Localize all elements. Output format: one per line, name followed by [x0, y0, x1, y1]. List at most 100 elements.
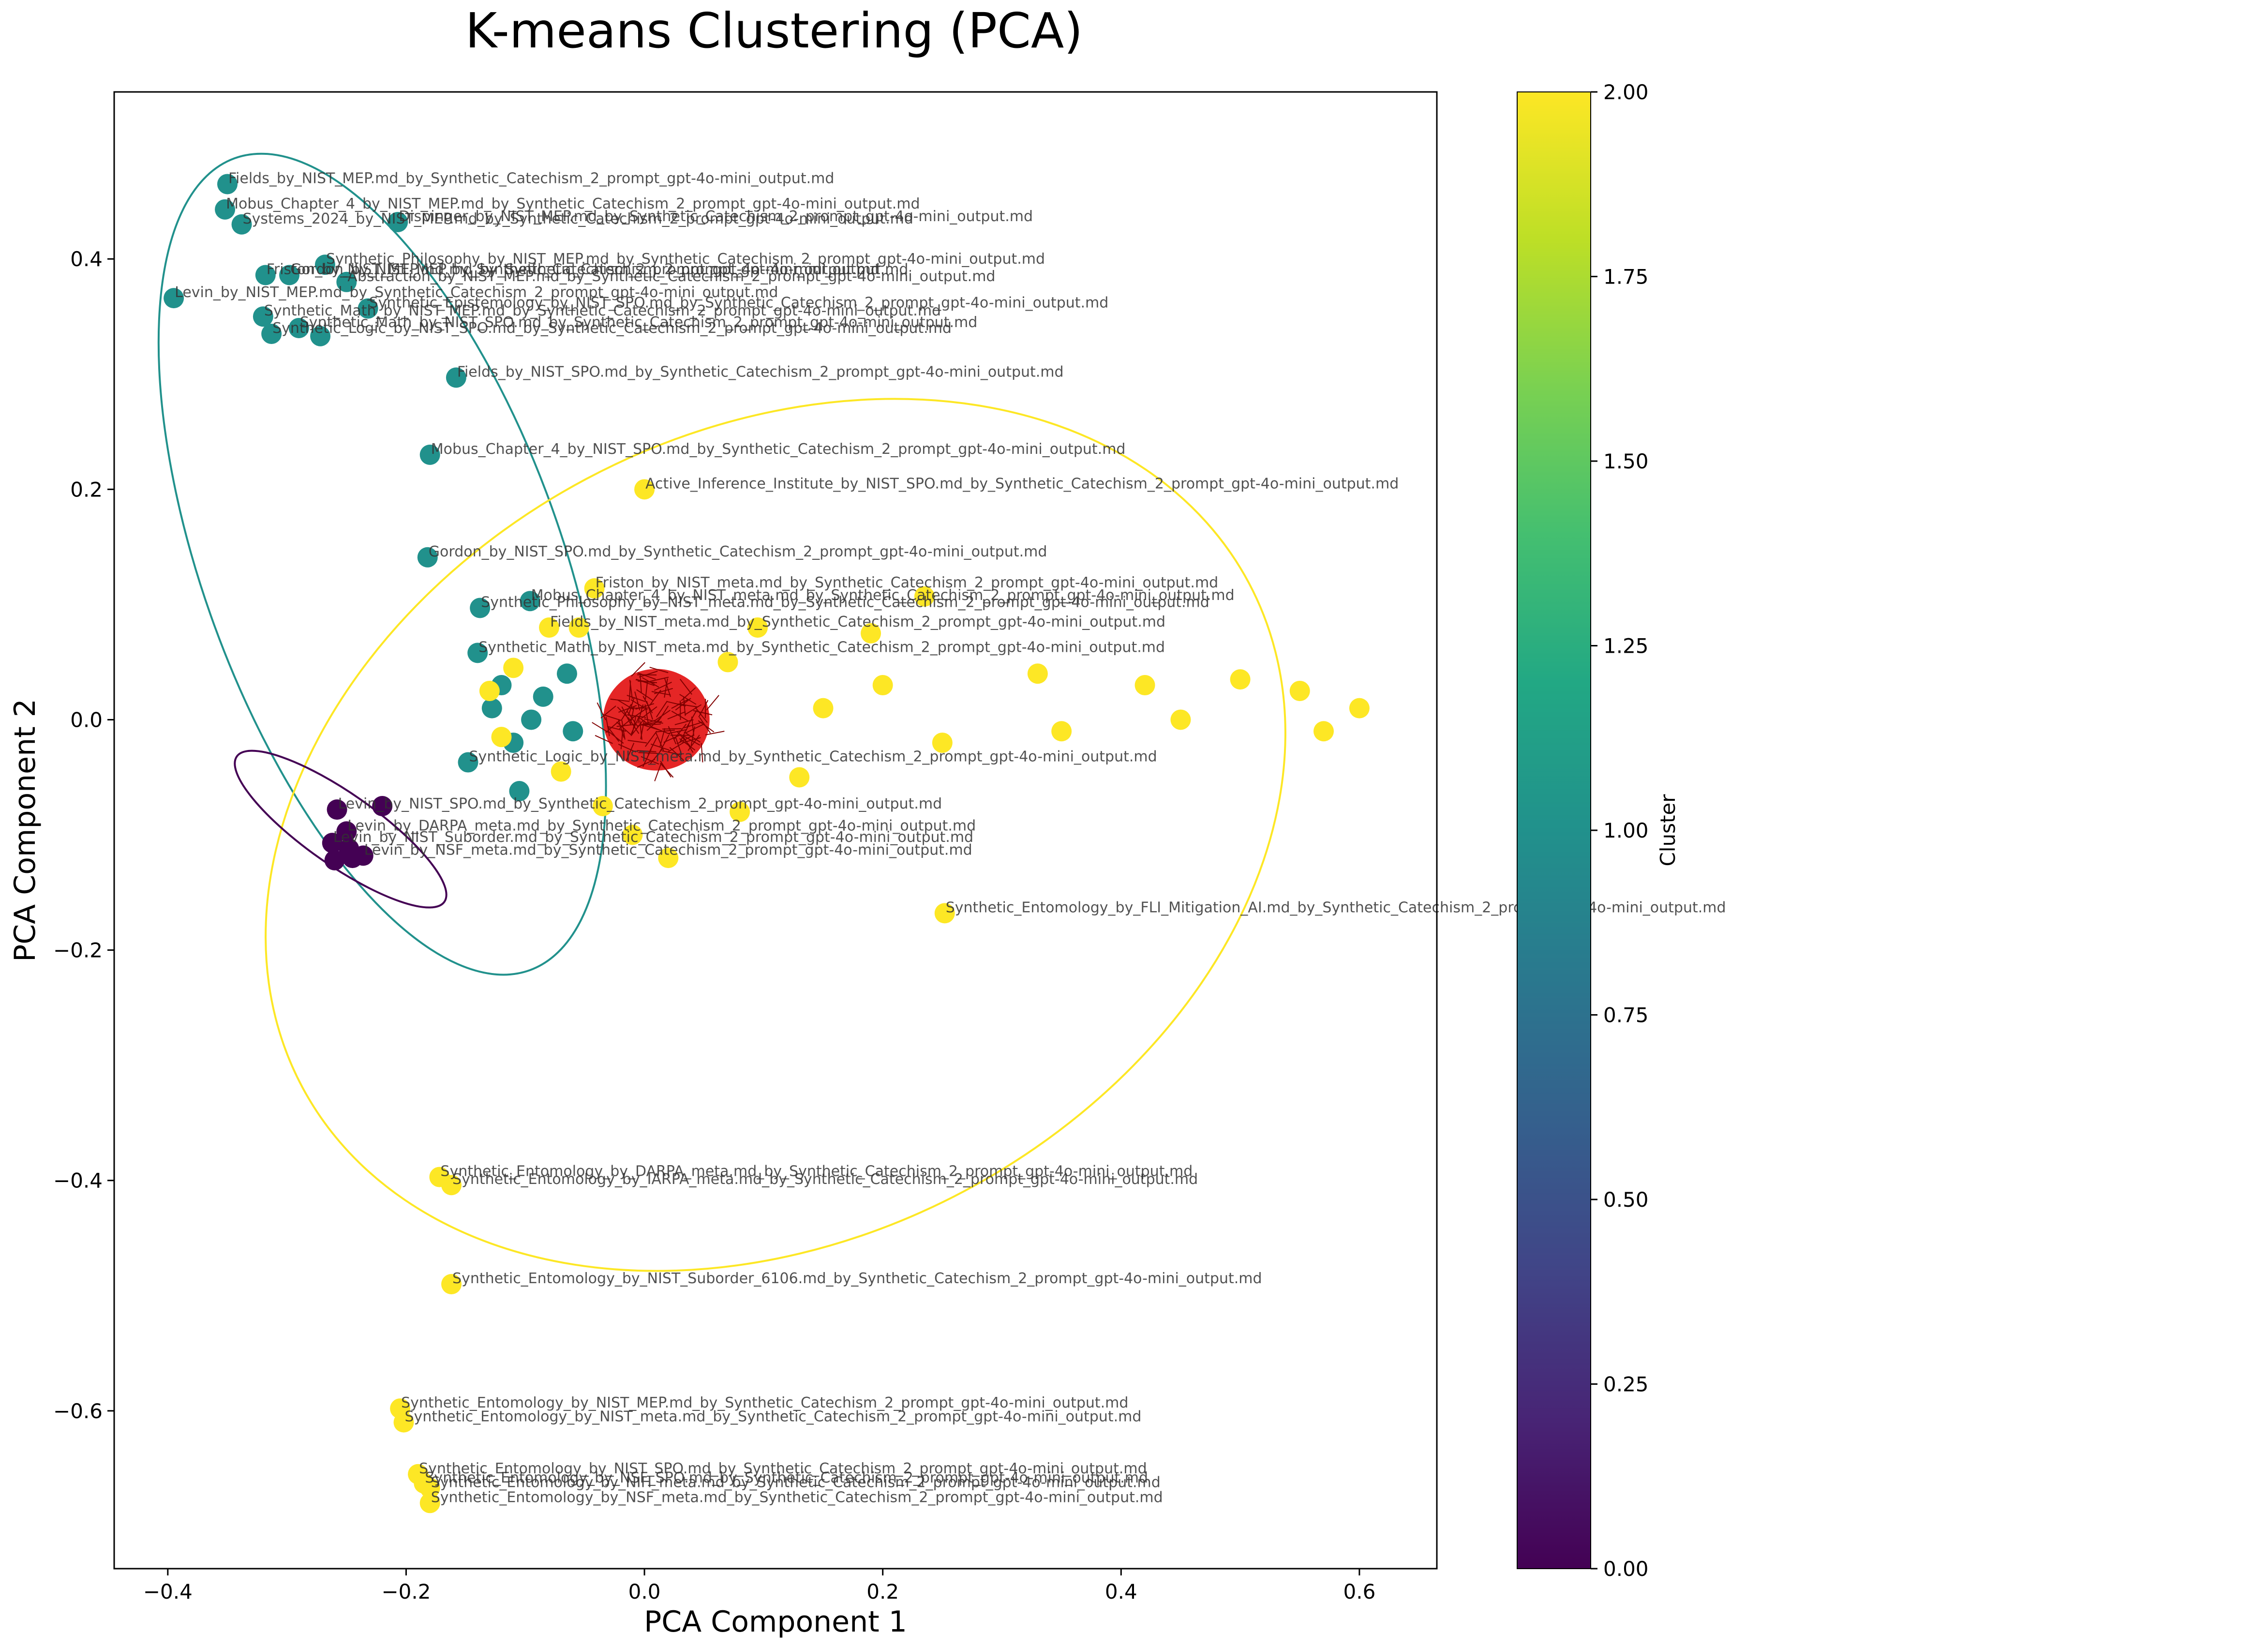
data-point [261, 323, 282, 344]
colorbar-tick-label: 1.75 [1603, 265, 1649, 289]
data-point [533, 686, 553, 707]
data-point [521, 709, 542, 730]
centroid-stroke [642, 721, 662, 725]
data-point [419, 1478, 440, 1498]
chart-title: K-means Clustering (PCA) [465, 2, 1083, 59]
centroid-stroke [641, 706, 657, 719]
point-label: Synthetic_Entomology_by_NIST_Suborder_61… [452, 1270, 1262, 1287]
data-point [342, 848, 363, 869]
centroid-stroke [659, 734, 670, 752]
data-point [324, 850, 345, 870]
data-point [914, 586, 935, 607]
point-label: Synthetic_Entomology_by_NIST_MEP.md_by_S… [401, 1394, 1128, 1411]
data-point [520, 591, 540, 612]
centroid-stroke [668, 741, 686, 752]
centroid-stroke [681, 687, 696, 701]
centroid-stroke [652, 726, 671, 735]
data-point [217, 174, 238, 195]
centroid-stroke [637, 716, 654, 729]
colorbar-tick-label: 1.50 [1603, 449, 1649, 473]
centroid-stroke [638, 752, 658, 754]
centroid-stroke [664, 678, 668, 698]
data-point [1289, 680, 1310, 701]
point-label: Synthetic_Math_by_NIST_SPO.md_by_Synthet… [300, 314, 978, 331]
point-label: Synthetic_Entomology_by_NSF_SPO.md_by_Sy… [425, 1469, 1148, 1486]
data-point [441, 1273, 462, 1294]
centroid-stroke [595, 735, 613, 744]
data-point [446, 367, 466, 388]
point-label: Mobus_Chapter_4_by_NIST_meta.md_by_Synth… [531, 587, 1235, 604]
point-label: Synthetic_Epistemology_by_NIST_SPO.md_by… [369, 295, 1109, 312]
data-point [253, 306, 273, 327]
point-label: Synthetic_Entomology_by_NIH_meta.md_by_S… [431, 1474, 1161, 1491]
centroid-stroke [626, 743, 635, 761]
centroid-stroke [654, 763, 662, 781]
data-point [1134, 675, 1155, 696]
centroid-stroke [646, 717, 662, 731]
x-axis-ticks: −0.4 −0.2 0.0 0.2 0.4 0.6 [143, 1569, 1375, 1603]
point-label: Levin_by_NIST_Suborder.md_by_Synthetic_C… [333, 829, 973, 846]
data-point [491, 727, 512, 748]
point-label: Levin_by_NSF_meta.md_by_Synthetic_Catech… [364, 841, 972, 858]
centroid-stroke [675, 698, 691, 711]
point-label: Levin_by_NIST_SPO.md_by_Synthetic_Catech… [338, 795, 942, 812]
centroid-stroke [656, 729, 675, 733]
centroid-stroke [686, 724, 704, 734]
centroid-stroke [629, 679, 633, 699]
centroid-stroke [701, 743, 703, 763]
point-label: Abstraction_by_NIST_MEP.md_by_Synthetic_… [347, 268, 995, 285]
centroid-stroke [630, 720, 643, 736]
data-point [1349, 698, 1370, 719]
centroid-stroke [679, 738, 696, 751]
centroid-stroke [647, 737, 657, 755]
centroid-stroke [640, 674, 642, 693]
colorbar-ticks: 0.00 0.25 0.50 0.75 1.00 1.25 1.50 1.75 2.00 [1591, 80, 1649, 1581]
point-label: Mobus_Chapter_4_by_NIST_MEP.md_by_Synthe… [226, 195, 920, 212]
centroid-stroke [635, 703, 655, 710]
y-axis-ticks: −0.6 −0.4 −0.2 0.0 0.2 0.4 [53, 247, 114, 1423]
centroid-stroke [686, 710, 697, 728]
centroid-stroke [639, 720, 642, 740]
centroid-stroke [676, 734, 695, 745]
data-point [730, 801, 750, 822]
colorbar: 0.00 0.25 0.50 0.75 1.00 1.25 1.50 1.75 2.00 Clu… [1517, 80, 1680, 1581]
data-point [314, 255, 335, 275]
centroid-stroke [607, 726, 620, 742]
data-point [634, 479, 655, 500]
data-point [872, 675, 893, 696]
data-point [861, 623, 881, 644]
centroid-stroke [639, 671, 658, 678]
y-tick-label: −0.6 [53, 1399, 103, 1423]
data-point [1230, 669, 1251, 690]
colorbar-tick-label: 0.25 [1603, 1373, 1649, 1396]
centroid-cloud [592, 662, 725, 781]
centroid-stroke [627, 697, 635, 716]
data-point [1027, 663, 1048, 684]
plot-frame [113, 91, 1438, 1570]
point-label: Levin_by_DARPA_meta.md_by_Synthetic_Cate… [347, 817, 976, 834]
centroid-stroke [649, 676, 669, 682]
centroid-stroke [684, 731, 701, 743]
data-point [658, 848, 679, 869]
data-point [393, 1412, 414, 1433]
centroid-stroke [667, 701, 686, 707]
point-label: Synthetic_Logic_by_NIST_meta.md_by_Synth… [469, 749, 1157, 765]
scatter-points [164, 174, 1370, 1513]
x-tick-label: −0.2 [381, 1580, 431, 1603]
data-point [164, 288, 184, 309]
point-label: Fields_by_NIST_MEP.md_by_Synthetic_Catec… [228, 170, 834, 187]
data-point [336, 271, 357, 292]
centroid-stroke [644, 731, 657, 747]
data-point [813, 698, 834, 719]
colorbar-tick-label: 0.50 [1603, 1188, 1649, 1212]
centroid-stroke [650, 743, 670, 751]
point-label: Synthetic_Math_by_NIST_meta.md_by_Synthe… [478, 639, 1165, 656]
data-point [419, 1493, 440, 1513]
centroid-stroke [630, 699, 648, 710]
centroid-stroke [667, 711, 686, 719]
point-label: Friston_by_NIST_MEP.md_by_Synthetic_Cate… [267, 261, 880, 278]
centroid-stroke [679, 700, 681, 720]
centroid-stroke [679, 724, 689, 742]
data-point [419, 444, 440, 465]
